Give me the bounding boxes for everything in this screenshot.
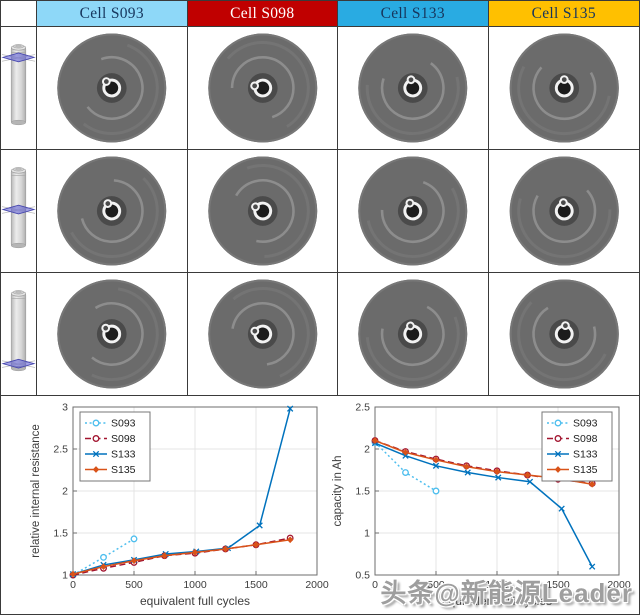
svg-text:S098: S098 [111,433,136,445]
resistance-chart: 0 500 1000 1500 2000 1 1.5 2 2.5 3 equivalent full… [30,402,329,609]
svg-text:2000: 2000 [607,579,631,591]
ct-scan-s135-top [488,27,639,150]
svg-text:1500: 1500 [244,579,268,591]
svg-text:S098: S098 [573,433,598,445]
svg-text:capacity in Ah: capacity in Ah [332,456,344,527]
ct-scan-s133-bottom [338,273,489,396]
svg-text:relative internal resistance: relative internal resistance [30,424,42,558]
svg-text:2.5: 2.5 [355,402,370,414]
svg-text:1.5: 1.5 [355,486,370,498]
svg-text:S135: S135 [111,464,136,476]
svg-text:2.5: 2.5 [53,444,68,456]
header-cell-s098: Cell S098 [187,1,338,27]
ct-scan-s093-top [37,27,188,150]
header-cell-s133: Cell S133 [338,1,489,27]
ct-scan-s093-middle [37,150,188,273]
battery-bottom-slice-icon [1,273,37,396]
svg-text:3: 3 [62,402,68,414]
ct-scan-s093-bottom [37,273,188,396]
svg-text:S135: S135 [573,464,598,476]
svg-text:equivalent full cycles: equivalent full cycles [442,594,552,608]
ct-table: Cell S093 Cell S098 Cell S133 Cell S135 [1,1,639,396]
svg-text:equivalent full cycles: equivalent full cycles [140,594,250,608]
ct-scan-s135-middle [488,150,639,273]
svg-text:S133: S133 [573,449,598,461]
ct-scan-s098-bottom [187,273,338,396]
header-cell-s135: Cell S135 [488,1,639,27]
header-empty-cell [1,1,37,27]
svg-text:2: 2 [62,486,68,498]
svg-text:500: 500 [427,579,445,591]
svg-text:0: 0 [372,579,378,591]
svg-text:S093: S093 [111,418,136,430]
ct-scan-s133-top [338,27,489,150]
capacity-chart: 0 500 1000 1500 2000 0.5 1 1.5 2 2.5 equivalent fu… [332,402,631,609]
battery-middle-slice-icon [1,150,37,273]
ct-scan-s098-top [187,27,338,150]
svg-text:S133: S133 [111,449,136,461]
svg-text:0: 0 [70,579,76,591]
header-cell-s093: Cell S093 [37,1,188,27]
battery-top-slice-icon [1,27,37,150]
svg-text:S093: S093 [573,418,598,430]
svg-text:1500: 1500 [546,579,570,591]
ct-scan-s098-middle [187,150,338,273]
svg-text:500: 500 [125,579,143,591]
svg-text:2: 2 [364,444,370,456]
svg-text:1: 1 [62,570,68,582]
svg-text:1.5: 1.5 [53,528,68,540]
ct-scan-s135-bottom [488,273,639,396]
svg-text:2000: 2000 [305,579,329,591]
charts-panel: 0 500 1000 1500 2000 1 1.5 2 2.5 3 equivalent full… [1,396,639,614]
svg-text:0.5: 0.5 [355,570,370,582]
svg-text:1000: 1000 [485,579,509,591]
svg-text:1: 1 [364,528,370,540]
svg-text:1000: 1000 [183,579,207,591]
ct-scan-s133-middle [338,150,489,273]
